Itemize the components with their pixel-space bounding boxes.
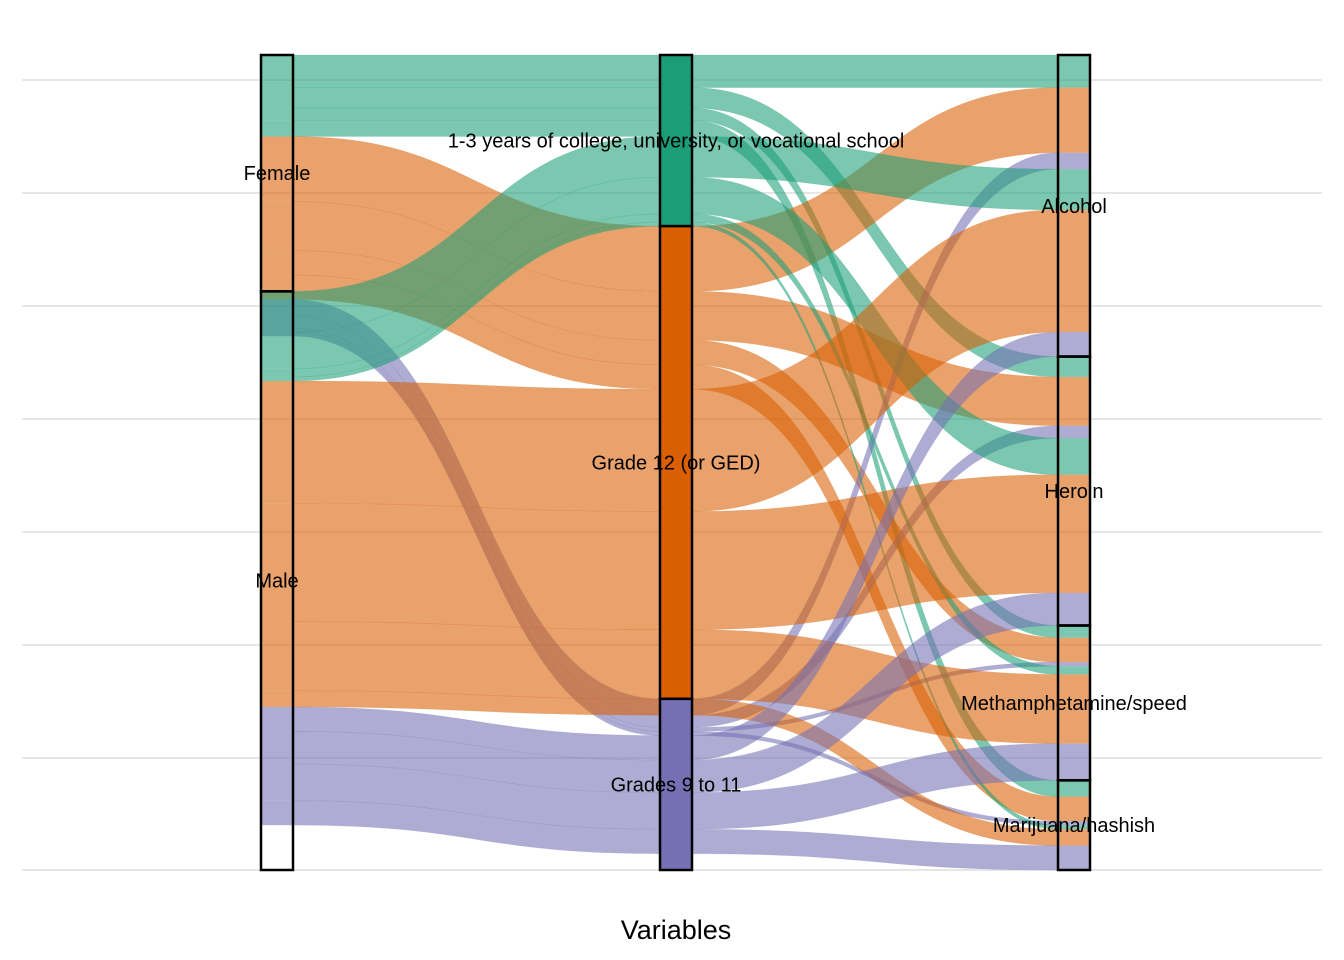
stratum-label: Male	[255, 571, 298, 593]
stratum-label: Heroin	[1045, 481, 1104, 503]
stratum-lode	[1058, 425, 1090, 439]
stratum-lode	[1058, 829, 1090, 846]
flows	[292, 54, 1059, 871]
stratum-lode	[1058, 209, 1090, 333]
stratum-lode	[1058, 845, 1090, 870]
stratum-lode	[1058, 796, 1090, 822]
stratum-lode	[261, 707, 293, 732]
x-axis-title: Variables	[621, 915, 732, 945]
stratum-lode	[1058, 152, 1090, 170]
stratum-box	[658, 53, 694, 228]
stratum-label: Grades 9 to 11	[611, 774, 742, 796]
flow-ribbon	[292, 621, 661, 700]
stratum-lode	[261, 731, 293, 765]
stratum-lode	[261, 621, 293, 691]
stratum-lode	[261, 250, 293, 276]
stratum-label: Female	[244, 163, 311, 185]
stratum-lode	[1058, 674, 1090, 744]
stratum-lode	[1058, 780, 1090, 797]
stratum-lode	[261, 291, 293, 333]
flow-ribbon	[292, 380, 661, 512]
stratum-lode	[261, 381, 293, 504]
stratum-label: Methamphetamine/speed	[961, 693, 1187, 715]
stratum-lode	[1058, 592, 1090, 626]
stratum-labels: Female Male 1-3 years of college, universi…	[244, 131, 1187, 838]
stratum-lode	[1058, 743, 1090, 781]
stratum-lode	[261, 368, 293, 377]
stratum-lode	[1058, 332, 1090, 357]
stratum-lode	[1058, 662, 1090, 667]
stratum-label: Grade 12 (or GED)	[592, 453, 761, 475]
strata	[259, 53, 1092, 872]
flow-ribbon	[292, 87, 661, 109]
stratum-lode	[1058, 821, 1090, 826]
stratum-label: Alcohol	[1041, 196, 1107, 218]
stratum-lode	[1058, 474, 1090, 593]
stratum-box	[658, 697, 694, 872]
stratum-lode	[261, 332, 293, 369]
stratum-lode	[261, 136, 293, 202]
stratum-lode	[261, 107, 293, 121]
stratum-lode	[1058, 356, 1090, 377]
stratum-lode	[1058, 55, 1090, 88]
stratum-lode	[261, 690, 293, 707]
stratum-label: Marijuana/hashish	[993, 815, 1155, 837]
stratum-lode	[1058, 438, 1090, 475]
stratum-lode	[261, 764, 293, 801]
stratum-lode	[261, 87, 293, 108]
stratum-lode	[1058, 87, 1090, 153]
stratum-lode	[1058, 637, 1090, 663]
stratum-label: 1-3 years of college, university, or voc…	[448, 131, 905, 153]
stratum-lode	[261, 800, 293, 826]
flow-ribbon	[292, 502, 661, 630]
stratum-lode	[1058, 376, 1090, 426]
flow-ribbon	[292, 54, 661, 88]
stratum-lode	[261, 503, 293, 622]
flow-ribbon	[691, 54, 1059, 88]
stratum-lode	[1058, 625, 1090, 638]
stratum-lode	[261, 55, 293, 88]
stratum-box	[259, 290, 295, 872]
stratum-lode	[261, 376, 293, 381]
stratum-lode	[261, 120, 293, 137]
stratum-lode	[1058, 169, 1090, 210]
stratum-lode	[1058, 666, 1090, 675]
stratum-lode	[261, 201, 293, 251]
flow-ribbon	[292, 107, 661, 121]
stratum-box	[1056, 779, 1092, 872]
stratum-lode	[1058, 825, 1090, 830]
